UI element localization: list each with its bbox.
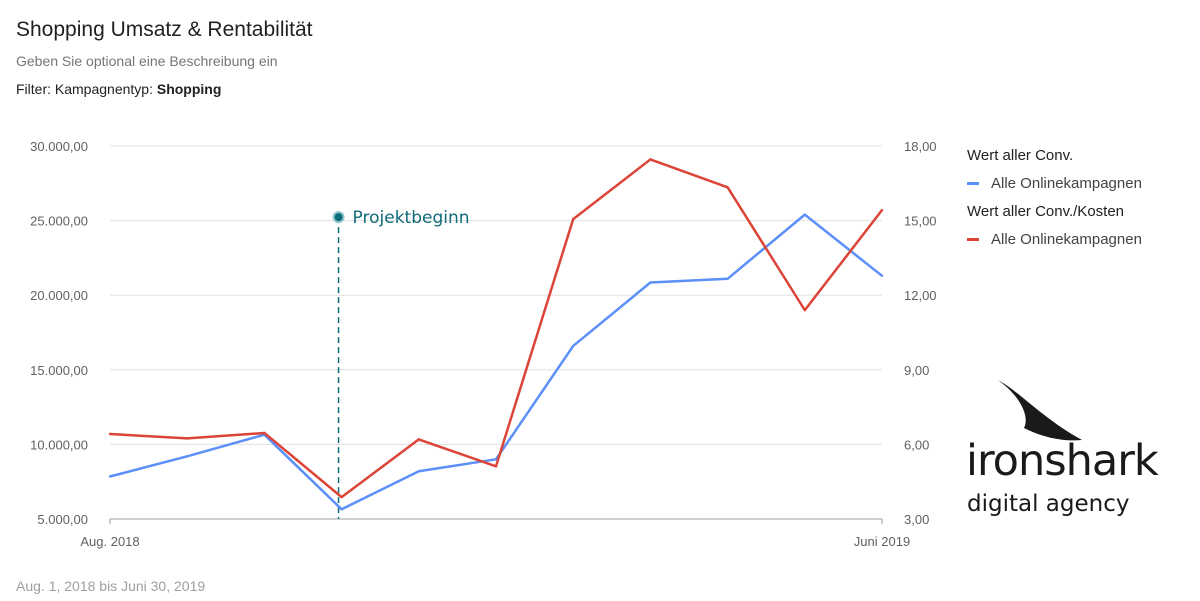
y-left-tick-label: 5.000,00 bbox=[37, 512, 88, 527]
chart-legend: Wert aller Conv. Alle Onlinekampagnen We… bbox=[967, 146, 1142, 258]
data-point-series-2 bbox=[108, 432, 112, 436]
data-point-series-2 bbox=[340, 495, 343, 499]
annotation-label: Projektbeginn bbox=[353, 208, 470, 228]
filter-prefix: Filter: Kampagnentyp: bbox=[16, 81, 157, 97]
data-point-series-2 bbox=[726, 186, 729, 189]
y-left-tick-label: 25.000,00 bbox=[30, 214, 88, 229]
data-point-series-1 bbox=[803, 213, 806, 216]
date-range: Aug. 1, 2018 bis Juni 30, 2019 bbox=[16, 578, 206, 594]
y-left-tick-label: 15.000,00 bbox=[30, 363, 88, 378]
page-title: Shopping Umsatz & Rentabilität bbox=[16, 18, 313, 41]
data-point-series-1 bbox=[726, 277, 729, 280]
data-point-series-2 bbox=[263, 431, 266, 435]
y-right-tick-label: 18,00 bbox=[904, 139, 937, 154]
legend-series-2-label: Alle Onlinekampagnen bbox=[991, 231, 1142, 248]
data-point-series-2 bbox=[494, 465, 498, 468]
ironshark-logo: ironshark digital agency bbox=[962, 378, 1192, 528]
x-tick-label: Aug. 2018 bbox=[80, 534, 139, 549]
y-right-tick-label: 12,00 bbox=[904, 288, 937, 303]
legend-swatch-red bbox=[967, 237, 979, 241]
data-point-series-2 bbox=[417, 438, 420, 441]
y-right-tick-label: 3,00 bbox=[904, 512, 929, 527]
data-point-series-1 bbox=[340, 508, 343, 511]
data-point-series-1 bbox=[417, 470, 420, 473]
legend-metric-1: Wert aller Conv. bbox=[967, 147, 1074, 164]
x-tick-label: Juni 2019 bbox=[854, 534, 910, 549]
y-right-tick-label: 9,00 bbox=[904, 363, 929, 378]
y-right-tick-label: 15,00 bbox=[904, 214, 937, 229]
y-left-tick-label: 10.000,00 bbox=[30, 437, 88, 452]
legend-swatch-blue bbox=[967, 181, 979, 185]
y-left-tick-label: 30.000,00 bbox=[30, 139, 88, 154]
description-placeholder[interactable]: Geben Sie optional eine Beschreibung ein bbox=[16, 53, 278, 69]
data-point-series-2 bbox=[186, 437, 189, 440]
data-point-series-1 bbox=[108, 475, 112, 478]
logo-wordmark: ironshark bbox=[966, 436, 1159, 486]
data-point-series-2 bbox=[803, 308, 806, 312]
data-point-series-1 bbox=[494, 458, 498, 461]
legend-series-1-label: Alle Onlinekampagnen bbox=[991, 175, 1142, 192]
data-point-series-2 bbox=[880, 208, 884, 212]
data-point-series-1 bbox=[649, 281, 652, 284]
filter-value: Shopping bbox=[156, 81, 222, 97]
legend-entry-1[interactable]: Alle Onlinekampagnen bbox=[967, 174, 1142, 202]
logo-tagline: digital agency bbox=[967, 491, 1130, 517]
filter-label[interactable]: Filter: Kampagnentyp: Shopping bbox=[16, 81, 221, 97]
legend-entry-2[interactable]: Alle Onlinekampagnen bbox=[967, 230, 1142, 258]
data-point-series-2 bbox=[572, 217, 575, 221]
data-point-series-1 bbox=[572, 344, 575, 348]
data-point-series-1 bbox=[880, 274, 884, 278]
data-point-series-2 bbox=[649, 158, 652, 161]
legend-metric-2: Wert aller Conv./Kosten bbox=[967, 203, 1125, 220]
annotation-marker bbox=[332, 211, 345, 224]
shark-fin-icon bbox=[998, 380, 1082, 441]
data-point-series-1 bbox=[186, 455, 189, 458]
y-right-tick-label: 6,00 bbox=[904, 437, 929, 452]
y-left-tick-label: 20.000,00 bbox=[30, 288, 88, 303]
line-chart: 5.000,00 10.000,00 15.000,00 20.000,00 25.00… bbox=[30, 139, 937, 549]
